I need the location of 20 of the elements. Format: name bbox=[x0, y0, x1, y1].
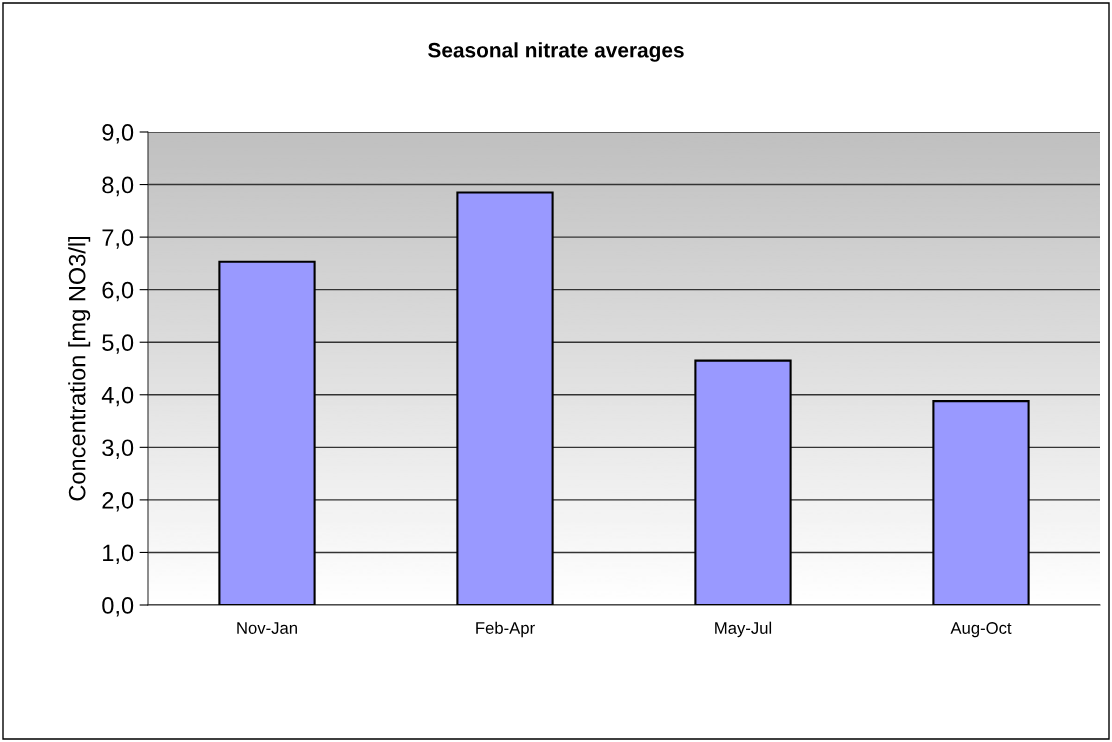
y-tick-label: 2,0 bbox=[102, 491, 134, 512]
y-tick-label: 5,0 bbox=[102, 334, 134, 354]
x-tick-label: May-Jul bbox=[715, 621, 772, 638]
x-tick-label: Aug-Oct bbox=[950, 622, 1012, 638]
y-tick-label: 9,0 bbox=[102, 124, 134, 144]
y-tick-label: 7,0 bbox=[102, 229, 134, 249]
x-tick-label: Nov-Jan bbox=[237, 622, 297, 634]
y-tick-label: 0,0 bbox=[102, 597, 134, 617]
y-tick-label: 6,0 bbox=[102, 281, 134, 302]
x-tick-label: Feb-Apr bbox=[476, 621, 535, 638]
bar bbox=[932, 400, 1030, 605]
y-tick-label: 1,0 bbox=[103, 544, 134, 565]
y-tick-label: 4,0 bbox=[101, 386, 134, 407]
bar bbox=[456, 191, 554, 605]
bar bbox=[218, 260, 316, 605]
bar bbox=[694, 359, 792, 605]
y-tick-label: 8,0 bbox=[102, 176, 134, 197]
chart-title: Seasonal nitrate averages bbox=[428, 42, 684, 62]
y-axis-title: Concentration [mg NO3/l] bbox=[68, 236, 91, 501]
y-tick-label: 3,0 bbox=[102, 439, 134, 459]
